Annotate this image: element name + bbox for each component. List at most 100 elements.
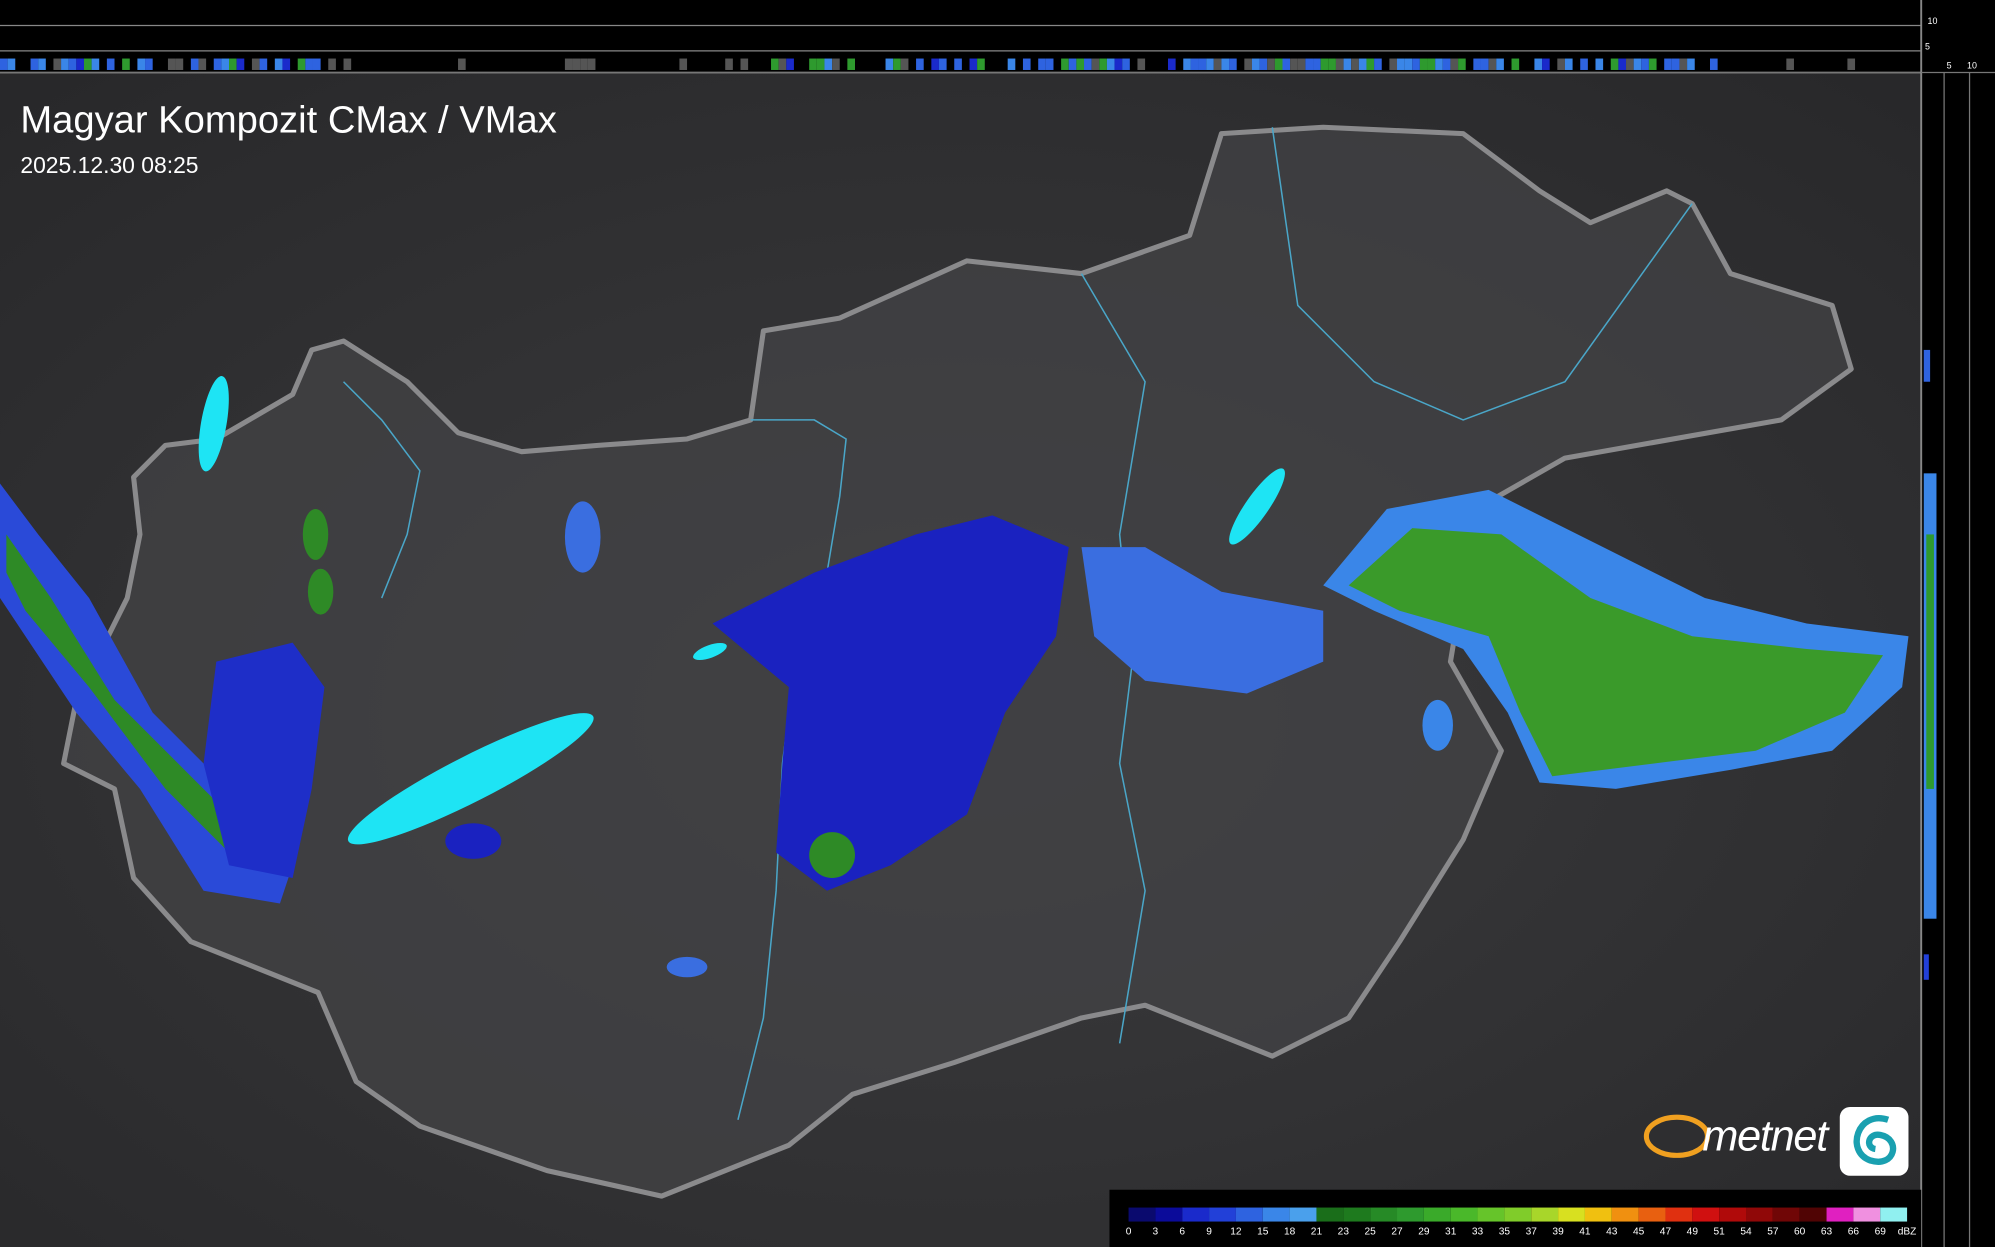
profile-echo <box>1313 58 1321 70</box>
legend-label: 41 <box>1579 1226 1591 1237</box>
profile-echo <box>312 58 321 70</box>
profile-echo <box>1926 534 1934 789</box>
echo <box>1422 699 1453 751</box>
profile-echo <box>1664 58 1672 70</box>
logo: metnet <box>1643 1107 1909 1176</box>
profile-echo <box>213 58 222 70</box>
profile-echo <box>167 58 176 70</box>
profile-echo <box>1435 58 1443 70</box>
profile-echo <box>1190 58 1199 70</box>
profile-echo <box>1412 58 1420 70</box>
legend-swatch <box>1155 1207 1183 1222</box>
profile-echo <box>68 58 77 70</box>
legend-label: 47 <box>1660 1226 1672 1237</box>
profile-echo <box>816 58 825 70</box>
profile-echo <box>1511 58 1520 70</box>
profile-echo <box>1427 58 1436 70</box>
legend-swatch <box>1370 1207 1398 1222</box>
legend-label: 39 <box>1552 1226 1564 1237</box>
profile-echo <box>564 58 573 70</box>
profile-echo <box>1496 58 1504 70</box>
legend-label: 15 <box>1257 1226 1269 1237</box>
echo <box>712 515 1069 891</box>
profile-echo <box>198 58 207 70</box>
profile-echo <box>282 58 291 70</box>
legend-swatch <box>1182 1207 1210 1222</box>
legend-label: 31 <box>1445 1226 1457 1237</box>
profile-echo <box>1480 58 1489 70</box>
profile-echo <box>1473 58 1481 70</box>
profile-echo <box>305 58 313 70</box>
profile-echo <box>1580 58 1588 70</box>
profile-echo <box>1786 58 1794 70</box>
profile-echo <box>931 58 939 70</box>
logo-sun <box>1643 1114 1710 1158</box>
legend-label: 57 <box>1767 1226 1779 1237</box>
profile-echo <box>1633 58 1642 70</box>
legend-label: 45 <box>1633 1226 1645 1237</box>
legend-label: 66 <box>1848 1226 1860 1237</box>
legend-label: 6 <box>1179 1226 1185 1237</box>
side-profile: 10 5 5 10 <box>1920 0 1995 1247</box>
profile-echo <box>893 58 901 70</box>
logo-swirl <box>1853 1115 1897 1165</box>
lake <box>198 376 229 472</box>
echo <box>302 508 329 560</box>
legend-swatch <box>1692 1207 1720 1222</box>
profile-echo <box>771 58 779 70</box>
legend-swatch <box>1611 1207 1639 1222</box>
profile-echo <box>824 58 833 70</box>
legend-label: 69 <box>1875 1226 1887 1237</box>
profile-echo <box>1442 58 1451 70</box>
profile-echo <box>1687 58 1695 70</box>
profile-echo <box>1534 58 1543 70</box>
profile-echo <box>885 58 894 70</box>
river <box>342 381 421 599</box>
profile-echo <box>847 58 855 70</box>
legend-label: 25 <box>1365 1226 1377 1237</box>
profile-echo <box>809 58 817 70</box>
echo <box>445 823 502 859</box>
legend-label: 0 <box>1126 1226 1132 1237</box>
profile-echo <box>1259 58 1268 70</box>
profile-echo <box>954 58 962 70</box>
echo <box>203 642 325 878</box>
profile-echo <box>969 58 978 70</box>
profile-echo <box>1397 58 1405 70</box>
legend-swatch <box>1531 1207 1559 1222</box>
profile-echo <box>725 58 733 70</box>
profile-echo <box>1626 58 1634 70</box>
profile-echo <box>1618 58 1627 70</box>
profile-echo <box>1038 58 1046 70</box>
profile-echo <box>76 58 84 70</box>
profile-echo <box>1183 58 1191 70</box>
profile-echo <box>1648 58 1657 70</box>
profile-echo <box>1244 58 1252 70</box>
profile-echo <box>297 58 306 70</box>
legend-label: 43 <box>1606 1226 1618 1237</box>
profile-echo <box>251 58 260 70</box>
legend-label: 27 <box>1391 1226 1403 1237</box>
profile-echo <box>1022 58 1031 70</box>
lake <box>347 713 594 845</box>
lake <box>693 642 727 661</box>
profile-echo <box>1061 58 1069 70</box>
profile-echo <box>1488 58 1497 70</box>
profile-echo <box>229 58 237 70</box>
profile-echo <box>1374 58 1382 70</box>
profile-echo <box>679 58 688 70</box>
profile-echo <box>1320 58 1329 70</box>
profile-echo <box>1671 58 1680 70</box>
profile-echo <box>1679 58 1688 70</box>
profile-echo <box>1206 58 1214 70</box>
legend-label: 51 <box>1714 1226 1726 1237</box>
profile-echo <box>1358 58 1367 70</box>
legend-swatch <box>1719 1207 1747 1222</box>
profile-echo <box>1335 58 1344 70</box>
legend-swatch <box>1746 1207 1773 1222</box>
profile-echo <box>1221 58 1230 70</box>
profile-echo <box>137 58 146 70</box>
legend-swatch <box>1826 1207 1854 1222</box>
legend-swatch <box>1450 1207 1478 1222</box>
